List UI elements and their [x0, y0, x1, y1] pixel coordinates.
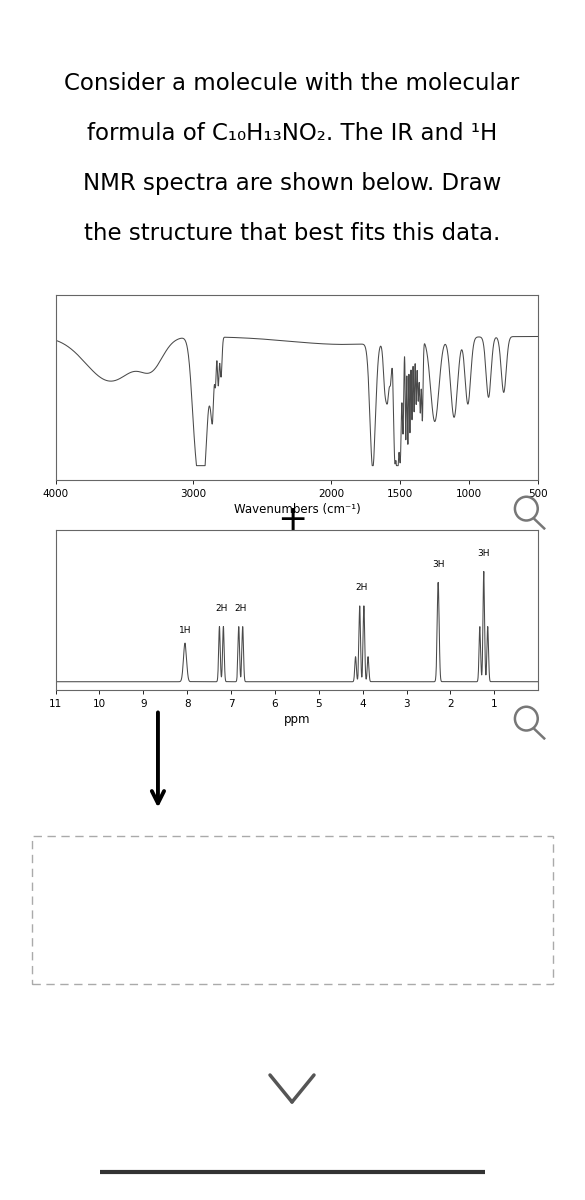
Text: 3H: 3H — [432, 559, 445, 569]
Text: 2H: 2H — [235, 604, 247, 613]
X-axis label: Wavenumbers (cm⁻¹): Wavenumbers (cm⁻¹) — [233, 503, 360, 516]
Text: formula of C₁₀H₁₃NO₂. The IR and ¹H: formula of C₁₀H₁₃NO₂. The IR and ¹H — [87, 122, 497, 145]
Text: Consider a molecule with the molecular: Consider a molecule with the molecular — [64, 72, 519, 96]
Text: the structure that best fits this data.: the structure that best fits this data. — [84, 222, 500, 245]
Text: 2H: 2H — [356, 583, 368, 592]
Text: 1H: 1H — [179, 626, 191, 635]
Text: Question 6 of 17: Question 6 of 17 — [155, 18, 336, 36]
Text: 2H: 2H — [215, 604, 228, 613]
Text: +: + — [277, 503, 308, 538]
Text: 3H: 3H — [477, 548, 490, 558]
Text: ←: ← — [22, 14, 42, 38]
X-axis label: ppm: ppm — [284, 713, 310, 726]
Text: Submit: Submit — [476, 18, 554, 36]
Text: NMR spectra are shown below. Draw: NMR spectra are shown below. Draw — [83, 173, 501, 196]
